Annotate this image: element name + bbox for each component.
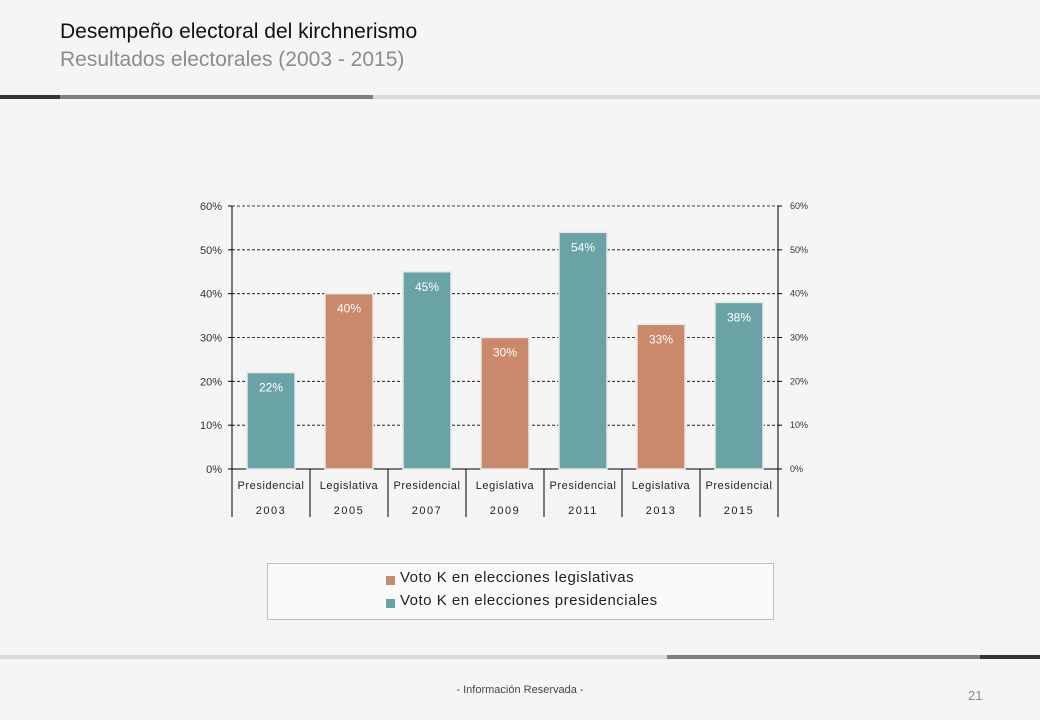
chart-legend: Voto K en elecciones legislativas Voto K… bbox=[267, 563, 774, 620]
year-label: 2005 bbox=[334, 505, 364, 517]
y-tick-label: 10% bbox=[200, 420, 222, 432]
bar-data-label: 40% bbox=[337, 302, 361, 316]
bar-data-label: 38% bbox=[727, 310, 751, 324]
category-label: Legislativa bbox=[476, 480, 535, 492]
y2-tick-label: 10% bbox=[790, 420, 808, 430]
category-label: Presidencial bbox=[705, 480, 772, 492]
category-label: Presidencial bbox=[549, 480, 616, 492]
y2-tick-label: 40% bbox=[790, 289, 808, 299]
y-tick-label: 40% bbox=[200, 289, 222, 301]
footer-rule-light bbox=[0, 655, 667, 659]
y-tick-label: 20% bbox=[200, 376, 222, 388]
year-label: 2009 bbox=[490, 505, 520, 517]
y2-tick-label: 30% bbox=[790, 333, 808, 343]
bar bbox=[636, 323, 686, 470]
y-tick-label: 30% bbox=[200, 333, 222, 345]
bar bbox=[246, 371, 296, 470]
y2-tick-label: 20% bbox=[790, 376, 808, 386]
legend-label-presidenciales: Voto K en elecciones presidenciales bbox=[400, 592, 658, 609]
category-label: Legislativa bbox=[320, 480, 379, 492]
year-label: 2015 bbox=[724, 505, 754, 517]
page-title: Desempeño electoral del kirchnerismo bbox=[60, 20, 418, 43]
footer-rule-dark bbox=[980, 655, 1040, 659]
page-subtitle: Resultados electorales (2003 - 2015) bbox=[60, 48, 405, 71]
category-label: Presidencial bbox=[393, 480, 460, 492]
y-tick-label: 60% bbox=[200, 201, 222, 213]
y2-tick-label: 50% bbox=[790, 245, 808, 255]
bar-data-label: 33% bbox=[649, 332, 673, 346]
bar bbox=[714, 301, 764, 470]
year-label: 2013 bbox=[646, 505, 676, 517]
header-rule-dark bbox=[0, 95, 60, 99]
legend-swatch-presidenciales bbox=[386, 599, 395, 608]
bar bbox=[480, 336, 530, 470]
header-rule-gray bbox=[60, 95, 373, 99]
page-number: 21 bbox=[968, 688, 983, 703]
footer-rule-gray bbox=[667, 655, 980, 659]
bar-data-label: 30% bbox=[493, 346, 517, 360]
bar bbox=[558, 231, 608, 470]
year-label: 2003 bbox=[256, 505, 286, 517]
bar-data-label: 22% bbox=[259, 381, 283, 395]
y-tick-label: 0% bbox=[206, 464, 222, 476]
header-rule-light bbox=[373, 95, 1040, 99]
footer-confidential: - Información Reservada - bbox=[456, 684, 584, 696]
year-label: 2011 bbox=[568, 505, 598, 517]
y-tick-label: 50% bbox=[200, 245, 222, 257]
year-label: 2007 bbox=[412, 505, 442, 517]
category-label: Legislativa bbox=[632, 480, 691, 492]
legend-swatch-legislativas bbox=[386, 576, 395, 585]
bar bbox=[324, 292, 374, 470]
bar bbox=[402, 271, 452, 470]
category-label: Presidencial bbox=[237, 480, 304, 492]
y2-tick-label: 60% bbox=[790, 201, 808, 211]
bar-data-label: 54% bbox=[571, 240, 595, 254]
bar-chart: 0% 0% 10% 10% 20% 20% 30% 30% 40% 40% 50% 50% 60% 60%… bbox=[200, 201, 808, 517]
legend-label-legislativas: Voto K en elecciones legislativas bbox=[400, 569, 635, 586]
bar-data-label: 45% bbox=[415, 280, 439, 294]
y2-tick-label: 0% bbox=[790, 464, 803, 474]
